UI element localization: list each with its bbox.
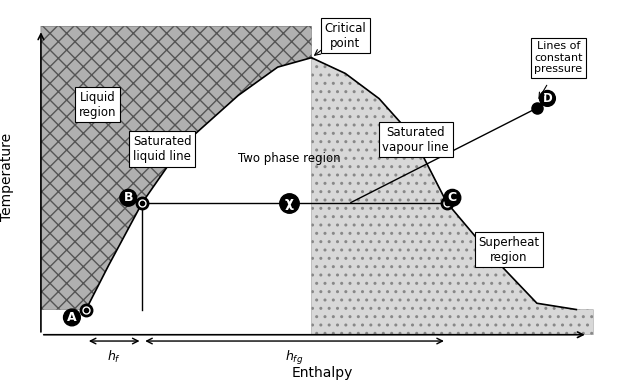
Polygon shape (311, 58, 593, 335)
Text: Liquid
region: Liquid region (79, 91, 116, 119)
Text: $h_{fg}$: $h_{fg}$ (285, 349, 304, 367)
Text: D: D (542, 92, 552, 105)
Text: B: B (123, 191, 133, 204)
Text: Two phase region: Two phase region (237, 152, 340, 165)
Text: Lines of
constant
pressure: Lines of constant pressure (534, 41, 583, 74)
Text: C: C (448, 191, 457, 204)
Polygon shape (41, 26, 311, 310)
Text: χ: χ (285, 196, 293, 209)
Polygon shape (86, 58, 577, 335)
Text: $h_f$: $h_f$ (107, 349, 122, 365)
Text: Temperature: Temperature (0, 133, 14, 221)
Text: A: A (67, 311, 77, 324)
Text: Superheat
region: Superheat region (478, 236, 539, 264)
Text: Critical
point: Critical point (324, 22, 366, 50)
Text: Enthalpy: Enthalpy (292, 365, 353, 380)
Text: Saturated
vapour line: Saturated vapour line (383, 126, 449, 154)
Text: Saturated
liquid line: Saturated liquid line (133, 135, 192, 163)
